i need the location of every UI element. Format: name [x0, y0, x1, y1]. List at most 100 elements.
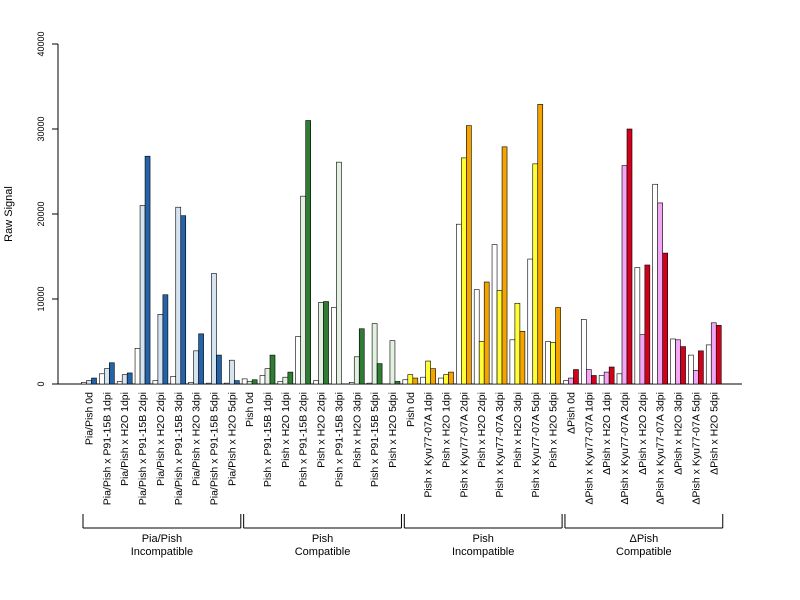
x-tick-label: Pia/Pish x H2O 2dpi [155, 392, 167, 486]
bar [224, 382, 230, 385]
bar [590, 375, 597, 385]
x-tick-label: Pish x P91-15B 1dpi [262, 392, 274, 487]
bar [491, 244, 498, 385]
x-tick-label: Pia/Pish x H2O 5dpi [226, 392, 238, 486]
bar [598, 375, 605, 385]
bar [269, 354, 276, 385]
bar [456, 223, 462, 385]
bar [259, 375, 266, 385]
bar [264, 368, 271, 385]
bar [121, 374, 128, 385]
y-tick-label: 0 [36, 381, 46, 386]
group-label: Pish [472, 533, 493, 545]
x-tick-label: Pish x P91-15B 5dpi [369, 392, 381, 487]
bar [86, 380, 92, 385]
y-tick-label: 30000 [36, 116, 46, 141]
bar [241, 378, 248, 385]
bar [206, 382, 212, 385]
bar [626, 128, 633, 385]
bar [104, 368, 110, 385]
bar [91, 377, 97, 385]
bar [175, 206, 182, 385]
y-axis-label: Raw Signal [3, 186, 15, 242]
bar [461, 157, 467, 385]
bar [563, 380, 569, 385]
x-tick-label: ΔPish x H2O 1dpi [601, 392, 613, 475]
bar [478, 341, 485, 385]
bar [331, 307, 337, 385]
bar [295, 336, 302, 385]
x-tick-label: Pish x H2O 1dpi [280, 392, 292, 468]
bar [519, 330, 526, 385]
x-tick-label: Pish x H2O 2dpi [316, 392, 328, 468]
bar [420, 376, 426, 385]
x-tick-label: Pish x H2O 5dpi [548, 392, 560, 468]
bar [705, 344, 712, 385]
bar [180, 215, 187, 385]
x-tick-label: Pish x H2O 1dpi [441, 392, 453, 468]
bar [443, 374, 449, 385]
bar [99, 373, 105, 385]
bar [246, 381, 253, 385]
y-axis: 0 10000 20000 30000 40000 [36, 31, 59, 387]
bar [318, 302, 324, 385]
x-tick-label: Pia/Pish x P91-15B 5dpi [208, 392, 220, 505]
x-tick-label: Pish x H2O 2dpi [476, 392, 488, 468]
bar [573, 369, 579, 385]
x-tick-label: Pish x Kyu77-07A 3dpi [494, 392, 506, 498]
bar [371, 323, 378, 385]
bar [348, 381, 355, 385]
x-tick-label: Pia/Pish x P91-15B 2dpi [137, 392, 149, 505]
bar [585, 369, 592, 385]
bar [134, 347, 141, 385]
bar [483, 281, 490, 385]
bar [621, 165, 628, 385]
x-tick-label: Pia/Pish x H2O 1dpi [119, 392, 131, 486]
bar [313, 380, 319, 385]
bar [287, 371, 294, 385]
x-tick-label: Pish x Kyu77-07A 5dpi [530, 392, 542, 498]
bar [366, 382, 373, 385]
bar [710, 322, 717, 385]
bar [670, 338, 676, 385]
bar [109, 362, 115, 385]
x-tick-label: ΔPish x Kyu77-07A 3dpi [655, 392, 667, 505]
bar [162, 294, 169, 385]
bar [402, 379, 409, 385]
bar [501, 146, 508, 385]
bar [514, 302, 521, 385]
group-label: Pish [312, 533, 333, 545]
bar [448, 371, 454, 385]
y-tick-label: 40000 [36, 31, 46, 56]
bar [277, 381, 284, 385]
bar [568, 377, 574, 385]
bar [376, 363, 383, 385]
bar [652, 183, 659, 385]
bar [425, 360, 431, 385]
bar [473, 289, 480, 385]
bar [188, 381, 194, 385]
bar [616, 373, 623, 385]
group-label: ΔPish [629, 533, 658, 545]
x-tick-label: ΔPish x Kyu77-07A 2dpi [619, 392, 631, 505]
x-tick-label: Pish 0d [244, 392, 256, 427]
x-tick-labels: Pia/Pish 0d Pia/Pish x P91-15B 1dpi Pia/Pi… [84, 392, 721, 505]
bar [323, 301, 329, 385]
x-tick-label: Pish x P91-15B 3dpi [333, 392, 345, 487]
bar [438, 377, 444, 385]
bar [608, 366, 615, 385]
x-tick-label: ΔPish 0d [565, 392, 577, 434]
x-tick-label: Pia/Pish x P91-15B 3dpi [173, 392, 185, 505]
bar [157, 313, 164, 385]
bar [693, 370, 699, 385]
bar [198, 333, 204, 385]
x-tick-label: Pish x H2O 3dpi [512, 392, 524, 468]
bar [496, 290, 503, 385]
bar [603, 371, 610, 385]
bar [389, 340, 396, 385]
bar [715, 325, 722, 385]
x-tick-label: Pia/Pish x H2O 3dpi [191, 392, 203, 486]
bar [527, 258, 534, 385]
x-tick-label: Pish x Kyu77-07A 2dpi [458, 392, 470, 498]
